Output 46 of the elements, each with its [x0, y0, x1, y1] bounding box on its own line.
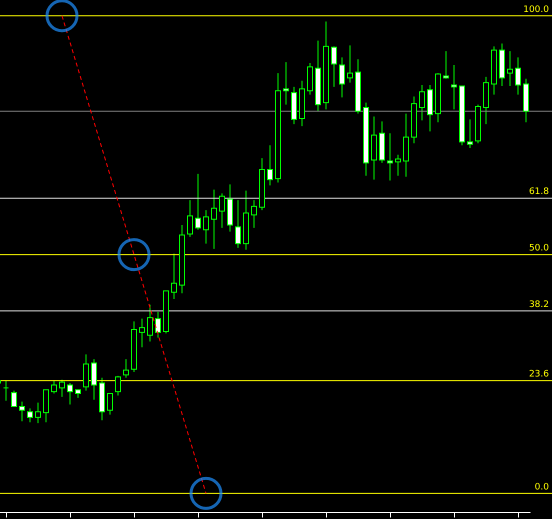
candlestick [11, 390, 17, 407]
ref-line-label: 0.0 [534, 482, 550, 492]
candlestick [403, 113, 409, 178]
ref-line-label: 50.0 [528, 244, 550, 254]
candlestick [443, 50, 449, 80]
candlestick [219, 192, 225, 228]
candlestick [307, 62, 313, 96]
candlestick [419, 84, 425, 121]
ref-line-label: 61.8 [528, 187, 550, 198]
candlestick [155, 311, 161, 338]
candlestick [339, 56, 345, 98]
candlestick [195, 173, 201, 230]
candlestick [187, 200, 193, 238]
candlestick [115, 375, 121, 396]
candlestick [395, 154, 401, 176]
candlestick [147, 304, 153, 342]
candlestick [251, 200, 257, 228]
candlestick [35, 402, 41, 424]
candlestick [59, 379, 65, 398]
candlestick [43, 389, 49, 423]
candlestick [139, 318, 145, 348]
candlestick [171, 253, 177, 300]
candlestick [203, 210, 209, 244]
ref-line-label: 100.0 [523, 4, 550, 15]
candlestick [283, 62, 289, 106]
candlestick [347, 44, 353, 84]
candlestick [27, 408, 33, 423]
ref-line-label: 38.2 [528, 300, 549, 310]
candlestick [451, 64, 457, 110]
candlestick [515, 56, 521, 96]
ref-line-label: 23.6 [528, 370, 550, 380]
candlestick [211, 189, 217, 250]
candlestick [83, 354, 89, 392]
candlestick [51, 380, 57, 394]
candlestick [467, 118, 473, 149]
candlestick [235, 200, 241, 248]
candlestick [507, 50, 513, 86]
candlestick [3, 380, 9, 402]
candlestick [123, 358, 129, 378]
candlestick [331, 46, 337, 88]
candlestick [387, 132, 393, 182]
candlestick [107, 393, 113, 416]
candlestick [267, 144, 273, 186]
candlestick [67, 382, 73, 406]
candlestick [91, 358, 97, 400]
candlestick [19, 401, 25, 422]
